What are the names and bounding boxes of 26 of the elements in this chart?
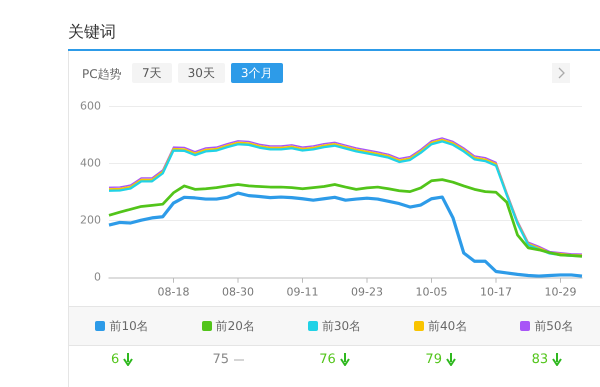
chart-subtitle: PC趋势 [82, 66, 122, 83]
legend-label: 前30名 [322, 318, 362, 334]
y-tick-label: 400 [80, 156, 101, 170]
text: 83 [532, 352, 548, 367]
x-tick-label: 08-30 [222, 285, 254, 298]
text: 6 [110, 352, 120, 367]
text: 30天 [178, 63, 225, 83]
text: 79 [425, 352, 442, 367]
legend-label: 前10名 [109, 318, 149, 334]
x-tick-label: 10-29 [544, 285, 576, 298]
text: 3个月 [230, 63, 283, 83]
chart-title: 关键词 [68, 22, 116, 43]
text: 75 [212, 352, 230, 367]
x-tick-label: 09-23 [351, 285, 383, 298]
x-tick-label: 10-17 [480, 285, 512, 298]
text: 76 [319, 352, 336, 367]
legend-label: 前20名 [216, 318, 255, 334]
text: 7天 [132, 63, 172, 83]
y-tick-label: 600 [80, 99, 101, 112]
x-tick-label: 09-11 [286, 285, 318, 298]
legend-label: 前50名 [534, 318, 574, 334]
x-tick-label: 08-18 [158, 285, 190, 298]
y-tick-label: 200 [80, 214, 101, 227]
y-tick-label: 0 [94, 270, 101, 284]
x-tick-label: 10-05 [416, 285, 448, 298]
legend-label: 前40名 [428, 318, 468, 334]
